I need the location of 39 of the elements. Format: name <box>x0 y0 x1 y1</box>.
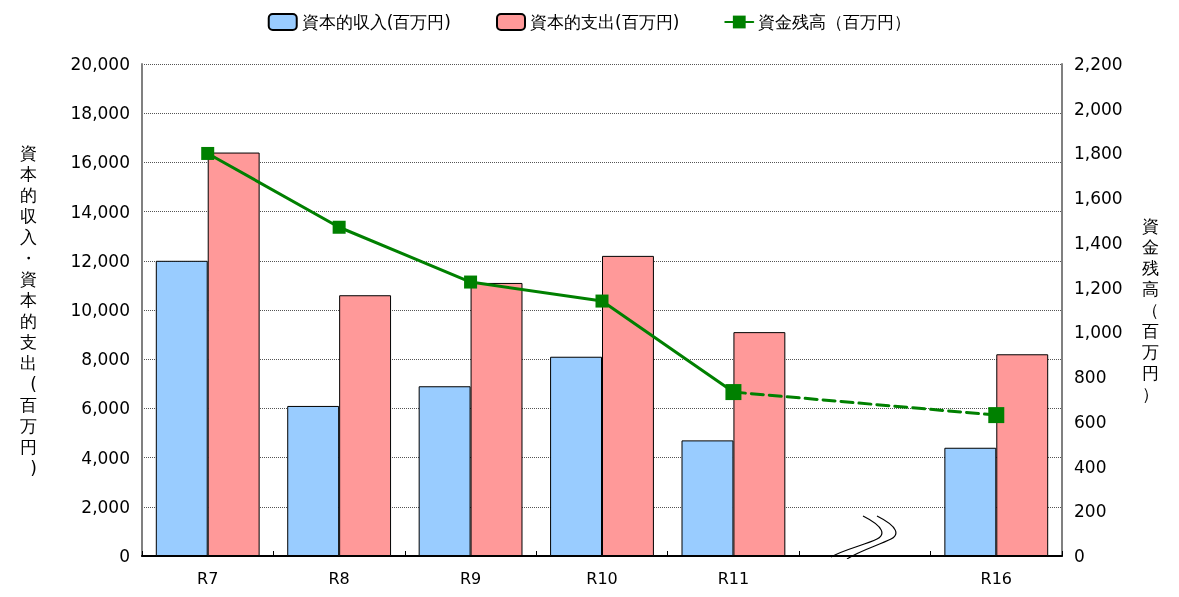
point <box>201 146 215 160</box>
y-tick-label: 4,000 <box>81 447 130 468</box>
y-tick-label: 12,000 <box>70 250 130 271</box>
point <box>332 220 346 234</box>
y-tick-label: 14,000 <box>70 201 130 222</box>
y2-tick-label: 600 <box>1074 411 1107 432</box>
point <box>595 294 609 308</box>
y2-tick-label: 400 <box>1074 456 1107 477</box>
y-tick-label: 0 <box>119 546 130 566</box>
y-tick-label: 20,000 <box>70 54 130 74</box>
legend-label: 資金残高（百万円） <box>758 12 912 32</box>
x-tick-label: R8 <box>328 568 350 588</box>
y2-tick-label: 2,200 <box>1074 54 1123 74</box>
text: 資金残高（百万円） <box>1142 216 1159 404</box>
text: 資本的収入・資本的支出(百万円) <box>20 142 37 478</box>
y2-tick-label: 0 <box>1074 546 1085 566</box>
y-tick-label: 2,000 <box>81 496 130 517</box>
y2-tick-label: 1,600 <box>1074 188 1123 209</box>
x-tick-label: R9 <box>459 568 482 588</box>
point <box>464 275 478 289</box>
x-tick-label: R16 <box>980 568 1013 588</box>
y-tick-label: 8,000 <box>81 349 130 370</box>
y2-tick-label: 1,200 <box>1074 277 1123 298</box>
y-tick-label: 16,000 <box>70 152 130 173</box>
y2-tick-label: 1,000 <box>1074 322 1123 343</box>
point <box>988 407 1005 424</box>
x-tick-label: R7 <box>197 568 219 588</box>
x-tick-label: R10 <box>586 568 618 588</box>
legend-label: 資本的支出(百万円) <box>530 12 680 32</box>
y2-tick-label: 1,400 <box>1074 232 1123 253</box>
y-tick-label: 18,000 <box>70 103 130 124</box>
y2-tick-label: 200 <box>1074 501 1107 522</box>
y-tick-label: 6,000 <box>81 398 130 419</box>
y2-tick-label: 2,000 <box>1074 98 1123 119</box>
y-tick-label: 10,000 <box>70 300 130 320</box>
y2-tick-label: 800 <box>1074 367 1107 388</box>
y2-tick-label: 1,800 <box>1074 143 1123 164</box>
legend-label: 資本的収入(百万円) <box>301 12 451 32</box>
x-tick-label: R11 <box>717 568 750 588</box>
